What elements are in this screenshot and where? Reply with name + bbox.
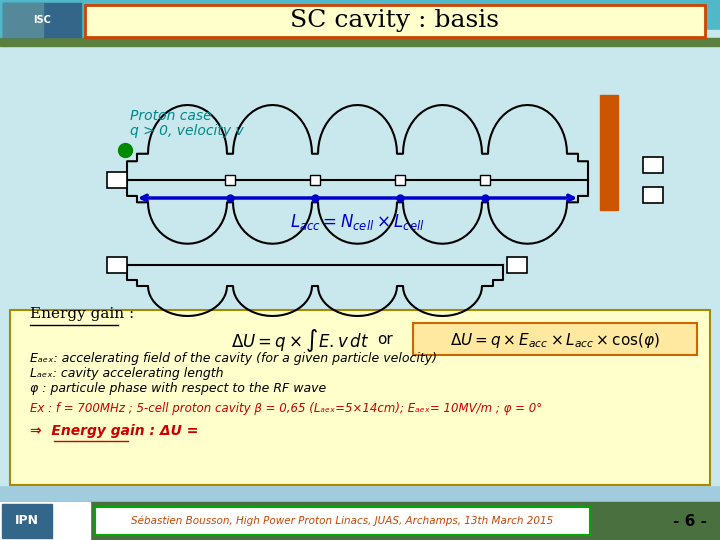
FancyBboxPatch shape — [95, 507, 590, 535]
Text: $\Delta U = q \times E_{acc} \times L_{acc} \times \cos(\varphi)$: $\Delta U = q \times E_{acc} \times L_{a… — [450, 330, 660, 349]
FancyBboxPatch shape — [85, 5, 705, 37]
FancyBboxPatch shape — [10, 310, 710, 485]
Text: ISC: ISC — [33, 15, 51, 25]
Text: SC cavity : basis: SC cavity : basis — [290, 10, 500, 32]
Text: q > 0, velocity v: q > 0, velocity v — [130, 124, 244, 138]
Text: Eₐₑₓ: accelerating field of the cavity (for a given particle velocity): Eₐₑₓ: accelerating field of the cavity (… — [30, 352, 437, 365]
Text: Lₐₑₓ: cavity accelerating length: Lₐₑₓ: cavity accelerating length — [30, 367, 223, 380]
Text: Ex : f = 700MHz ; 5-cell proton cavity β = 0,65 (Lₐₑₓ=5×14cm); Eₐₑₓ= 10MV/m ; φ : Ex : f = 700MHz ; 5-cell proton cavity β… — [30, 402, 542, 415]
Text: Sébastien Bousson, High Power Proton Linacs, JUAS, Archamps, 13th March 2015: Sébastien Bousson, High Power Proton Lin… — [131, 516, 553, 526]
FancyBboxPatch shape — [413, 323, 697, 355]
Bar — [0, 0, 85, 40]
Text: $L_{acc}=N_{cell} \times L_{cell}$: $L_{acc}=N_{cell} \times L_{cell}$ — [290, 212, 425, 232]
Bar — [0, 0, 720, 30]
Text: ⇒  Energy gain : ΔU =: ⇒ Energy gain : ΔU = — [30, 424, 199, 438]
Bar — [0, 30, 720, 485]
Bar — [107, 172, 127, 188]
Bar — [643, 187, 663, 203]
Bar — [2, 504, 52, 538]
Text: $\Delta U = q \times \int E.v\, dt$: $\Delta U = q \times \int E.v\, dt$ — [231, 327, 369, 354]
Bar — [395, 175, 405, 185]
Bar — [3, 3, 43, 37]
Text: Proton case: Proton case — [130, 109, 212, 123]
Bar — [480, 175, 490, 185]
Bar — [310, 175, 320, 185]
Bar — [107, 257, 127, 273]
Text: Energy gain :: Energy gain : — [30, 307, 134, 321]
Text: φ : particule phase with respect to the RF wave: φ : particule phase with respect to the … — [30, 382, 326, 395]
Bar — [3, 3, 81, 37]
Bar — [643, 157, 663, 173]
Text: - 6 -: - 6 - — [673, 514, 707, 529]
Bar — [225, 175, 235, 185]
Text: IPN: IPN — [15, 515, 39, 528]
Bar — [600, 95, 618, 210]
Bar — [0, 502, 720, 540]
Bar — [0, 38, 720, 46]
Bar — [507, 257, 527, 273]
Bar — [0, 502, 90, 540]
Text: or: or — [377, 333, 393, 348]
